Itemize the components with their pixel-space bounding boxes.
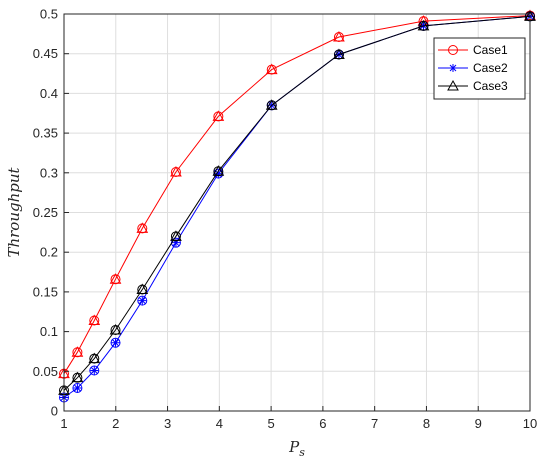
overlay-point-case1: [333, 30, 345, 42]
y-tick-label: 0.1: [40, 324, 58, 339]
overlay-point-case1: [170, 165, 182, 177]
legend-entry-case1: Case1: [438, 43, 508, 57]
data-point-case2: [111, 338, 120, 347]
data-point-case2: [171, 238, 180, 247]
series-line-case3: [63, 15, 531, 391]
overlay-point-case2: [137, 295, 148, 306]
series-case3: [58, 10, 536, 396]
x-axis-label: Ps: [288, 438, 305, 459]
x-tick-label: 2: [112, 416, 119, 431]
overlay-point-case2: [89, 365, 100, 376]
x-tick-label: 9: [475, 416, 482, 431]
y-tick-label: 0.2: [40, 245, 58, 260]
overlay-point-case3: [137, 284, 148, 295]
legend-entry-case3: Case3: [438, 79, 508, 93]
y-tick-label: 0.45: [33, 46, 58, 61]
overlay-point-case1: [265, 63, 278, 75]
overlay-point-case1: [136, 222, 149, 233]
y-tick-label: 0.25: [33, 205, 58, 220]
x-tick-label: 10: [523, 416, 537, 431]
overlay-point-case1: [212, 110, 225, 121]
axis-ticks: 1 2 3 4 5 6 7 8 9 10 0 0.05 0.1 0.15 0.2 0.25 0.3 0.35 0.4…: [33, 7, 538, 432]
overlay-point-case1: [71, 346, 84, 357]
series-layer: [58, 9, 536, 403]
x-axis-label-main: P: [288, 438, 300, 456]
overlay-point-case1: [109, 273, 122, 284]
y-tick-label: 0.15: [33, 284, 58, 299]
x-axis-label-subscript: s: [299, 446, 305, 459]
data-point-case2: [138, 296, 147, 305]
legend-marker-case2: [449, 64, 457, 72]
overlay-point-case3: [170, 231, 181, 242]
y-axis-label: Throughput: [5, 166, 23, 257]
data-point-case2: [90, 366, 99, 375]
y-tick-label: 0.4: [40, 86, 58, 101]
y-tick-label: 0.3: [40, 165, 58, 180]
overlay-point-case3: [89, 353, 100, 364]
legend-label-case3: Case3: [473, 79, 508, 93]
series-line-case1: [63, 15, 531, 374]
y-tick-label: 0: [51, 404, 58, 419]
overlay-point-case2: [72, 382, 83, 393]
y-tick-label: 0.05: [33, 364, 58, 379]
x-tick-label: 7: [371, 416, 378, 431]
overlay-point-case3: [333, 49, 344, 60]
x-tick-label: 6: [319, 416, 326, 431]
data-point-case2: [214, 169, 223, 178]
overlay-point-case3: [110, 325, 121, 336]
x-tick-label: 1: [60, 416, 67, 431]
legend-marker-case3: [447, 79, 459, 91]
x-tick-label: 3: [164, 416, 171, 431]
legend: Case1 Case2 Case3: [433, 37, 526, 100]
overlay-point-case3: [266, 100, 277, 111]
overlay-point-case3: [418, 20, 429, 31]
y-tick-label: 0.35: [33, 126, 58, 141]
x-tick-label: 8: [423, 416, 430, 431]
legend-label-case1: Case1: [473, 43, 508, 57]
overlay-point-case3: [72, 372, 83, 383]
overlay-point-case1: [88, 314, 101, 325]
data-point-case2: [73, 383, 82, 392]
x-tick-label: 5: [267, 416, 274, 431]
y-tick-label: 0.5: [40, 7, 58, 22]
legend-marker-case1: [448, 45, 458, 55]
x-tick-label: 4: [216, 416, 223, 431]
overlay-point-case3: [213, 166, 224, 177]
overlay-point-case2: [110, 337, 121, 348]
legend-entry-case2: Case2: [438, 61, 508, 75]
legend-label-case2: Case2: [473, 61, 508, 75]
